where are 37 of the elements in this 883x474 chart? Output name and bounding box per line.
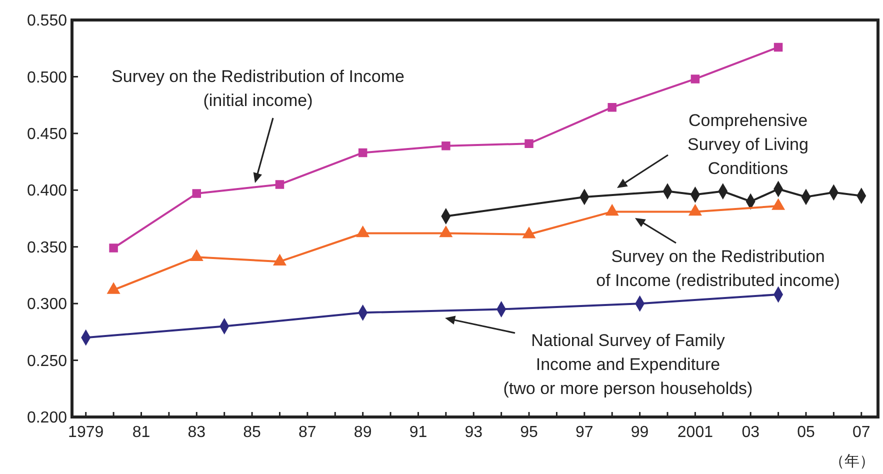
y-tick-label: 0.300 <box>26 296 68 314</box>
annotation: National Survey of Family Income and Expenditure (two or more person households) <box>503 331 753 398</box>
x-tick-label: 03 <box>742 424 760 441</box>
x-tick-label: 91 <box>409 424 428 441</box>
y-tick-label: 0.350 <box>26 239 68 256</box>
x-tick-label: 85 <box>243 424 262 441</box>
y-tick-label: 0.400 <box>26 182 68 200</box>
point <box>690 74 700 84</box>
x-tick-label: 83 <box>188 424 206 441</box>
x-tick-label: 87 <box>298 424 316 441</box>
point <box>358 148 368 158</box>
x-tick-label: 93 <box>464 424 483 441</box>
x-tick-label: 99 <box>630 424 649 441</box>
y-tick-label: 0.550 <box>26 12 68 30</box>
annotation: Comprehensive Survey of Living Conditions <box>688 111 808 178</box>
y-tick-label: 0.200 <box>26 410 68 427</box>
x-tick-label: 1979 <box>68 424 104 441</box>
annotation: Survey on the Redistribution of Income (redistributed income) <box>596 247 840 290</box>
x-tick-label: 89 <box>354 424 372 441</box>
point <box>192 189 202 198</box>
x-tick-label: 2001 <box>677 424 714 441</box>
y-tick-label: 0.500 <box>26 69 68 86</box>
point <box>524 139 534 148</box>
x-tick-label: 07 <box>852 424 870 441</box>
point <box>608 102 616 112</box>
x-tick-label: 81 <box>132 424 150 441</box>
point <box>109 244 118 252</box>
x-tick-label: 05 <box>797 424 815 441</box>
point <box>275 180 284 189</box>
y-tick-label: 0.250 <box>26 352 68 370</box>
point <box>774 42 783 52</box>
y-tick-label: 0.450 <box>26 126 68 144</box>
x-tick-label: 97 <box>576 424 594 441</box>
point <box>442 142 450 150</box>
x-tick-label: 95 <box>520 424 538 441</box>
annotation: Survey on the Redistribution of Income (initial income) <box>112 67 404 110</box>
x-axis-title: （年） <box>830 453 874 470</box>
